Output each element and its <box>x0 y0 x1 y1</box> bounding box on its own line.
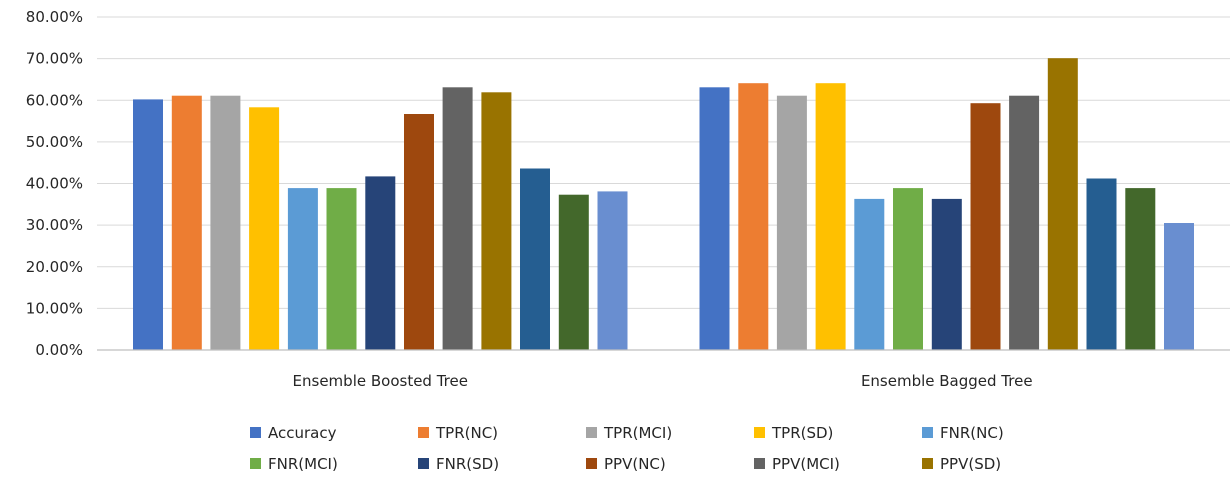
bar <box>931 198 962 350</box>
legend-label: PPV(MCI) <box>772 455 840 473</box>
y-tick-label: 70.00% <box>26 50 83 68</box>
legend-swatch <box>922 458 933 469</box>
bar <box>738 83 769 350</box>
bar <box>1086 178 1117 350</box>
bar <box>558 194 589 350</box>
x-axis-categories: Ensemble Boosted Tree Ensemble Bagged Tre… <box>293 372 1033 390</box>
bar <box>249 107 280 350</box>
y-axis-ticks: 0.00% 10.00% 20.00% 30.00% 40.00% 50.00% 60.00… <box>26 8 83 359</box>
bar <box>893 188 923 350</box>
legend-swatch <box>754 427 765 438</box>
bar <box>776 95 807 350</box>
y-tick-label: 40.00% <box>26 175 83 193</box>
legend-swatch <box>418 458 429 469</box>
y-tick-label: 80.00% <box>26 8 83 26</box>
bar <box>1009 95 1040 350</box>
bar <box>442 87 473 351</box>
legend: Accuracy TPR(NC) TPR(MCI) TPR(SD) FNR(NC) FNR… <box>250 424 1004 473</box>
legend-label: TPR(SD) <box>771 424 833 442</box>
bar <box>481 92 512 351</box>
bar <box>1047 58 1078 350</box>
legend-swatch <box>754 458 765 469</box>
legend-label: FNR(SD) <box>436 455 499 473</box>
bar <box>597 191 628 350</box>
y-tick-label: 10.00% <box>26 299 83 317</box>
bar <box>404 114 434 350</box>
legend-swatch <box>250 458 261 469</box>
bar <box>699 87 730 351</box>
bar <box>133 99 163 351</box>
gridlines <box>97 16 1230 309</box>
legend-swatch <box>586 427 597 438</box>
bar <box>326 188 357 350</box>
bar <box>1125 188 1156 350</box>
bar <box>171 95 202 350</box>
y-tick-label: 0.00% <box>35 341 83 359</box>
bars <box>133 58 1194 351</box>
y-tick-label: 30.00% <box>26 216 83 234</box>
bar <box>854 198 885 350</box>
legend-label: PPV(NC) <box>604 455 666 473</box>
legend-swatch <box>250 427 261 438</box>
legend-label: TPR(MCI) <box>603 424 672 442</box>
legend-label: FNR(MCI) <box>268 455 338 473</box>
legend-label: FNR(NC) <box>940 424 1004 442</box>
bar <box>1164 223 1194 350</box>
category-label: Ensemble Bagged Tree <box>861 372 1033 390</box>
bar <box>210 95 241 350</box>
legend-swatch <box>418 427 429 438</box>
y-tick-label: 50.00% <box>26 133 83 151</box>
bar <box>365 176 396 350</box>
legend-swatch <box>586 458 597 469</box>
legend-label: PPV(SD) <box>940 455 1001 473</box>
category-label: Ensemble Boosted Tree <box>293 372 468 390</box>
legend-label: TPR(NC) <box>435 424 498 442</box>
bar <box>287 188 318 350</box>
bar <box>520 168 550 350</box>
legend-swatch <box>922 427 933 438</box>
y-tick-label: 20.00% <box>26 258 83 276</box>
bar <box>815 83 846 350</box>
legend-label: Accuracy <box>268 424 337 442</box>
bar <box>970 103 1001 350</box>
y-tick-label: 60.00% <box>26 91 83 109</box>
